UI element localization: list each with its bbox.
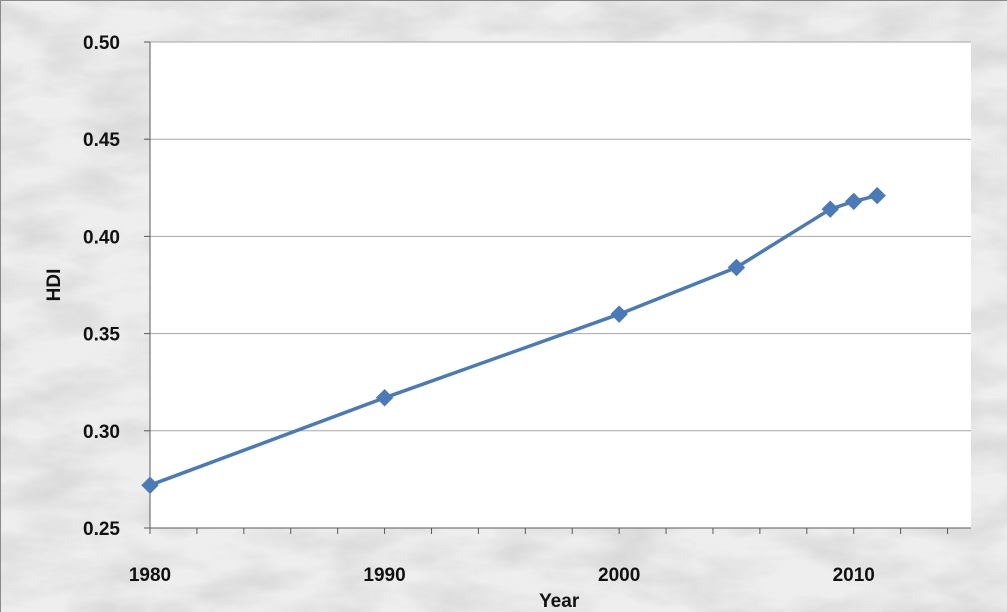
data-point-marker: [141, 476, 159, 494]
x-axis-title: Year: [539, 591, 580, 612]
data-point-marker: [868, 186, 886, 205]
y-axis-title: HDI: [44, 269, 65, 302]
y-tick-label: 0.50: [83, 33, 120, 54]
y-tick-label: 0.30: [83, 422, 120, 443]
data-point-marker: [375, 389, 394, 407]
y-tick-label: 0.40: [83, 227, 120, 248]
data-point-marker: [727, 258, 746, 277]
x-tick-label: 2010: [833, 565, 875, 586]
x-tick-label: 1990: [363, 565, 405, 586]
data-point-marker: [845, 192, 863, 211]
gridlines: [150, 41, 971, 432]
y-tick-label: 0.35: [83, 325, 120, 346]
y-tick-label: 0.45: [83, 130, 120, 151]
x-tick-label: 2000: [598, 565, 640, 586]
x-tick-label: 1980: [129, 565, 171, 586]
axes: [144, 41, 971, 534]
hdi-series: [141, 186, 886, 494]
y-tick-label: 0.25: [83, 519, 120, 540]
tick-labels: 0.25 0.30 0.35 0.40 0.45 0.50 1980 1990 2000 2010: [83, 33, 875, 586]
plot-area: [150, 42, 971, 528]
data-point-marker: [821, 200, 839, 218]
data-point-marker: [610, 305, 628, 323]
